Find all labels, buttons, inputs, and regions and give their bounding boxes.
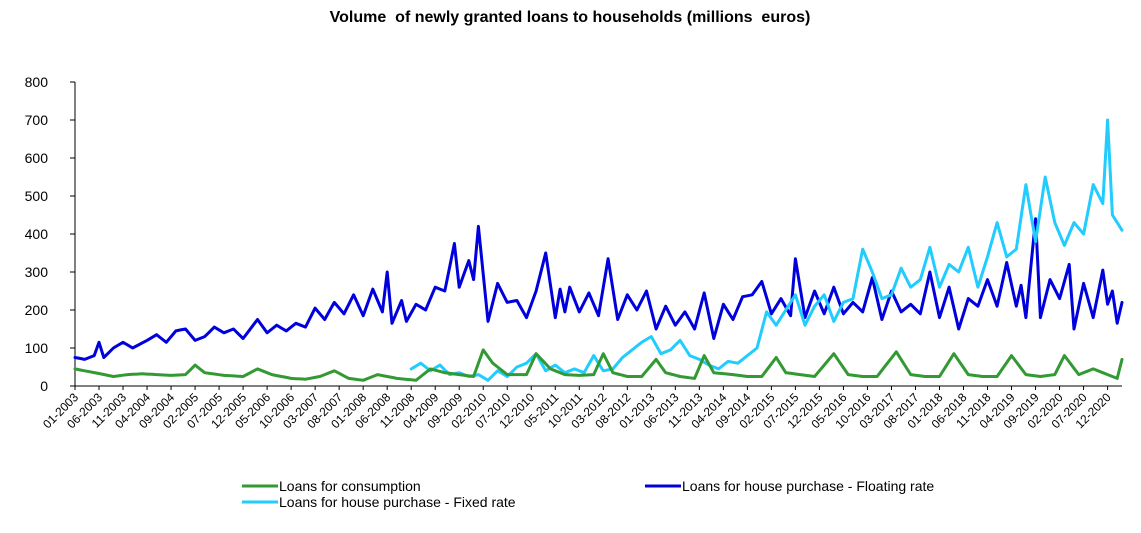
plot-area bbox=[73, 118, 1124, 382]
y-tick-label: 200 bbox=[25, 302, 49, 318]
y-tick-label: 500 bbox=[25, 188, 49, 204]
legend-item-consumption: Loans for consumption bbox=[242, 478, 421, 494]
fixed-rate-series-line bbox=[409, 118, 1124, 382]
y-tick-label: 400 bbox=[25, 226, 49, 242]
legend-label: Loans for consumption bbox=[279, 478, 421, 494]
legend-label: Loans for house purchase - Fixed rate bbox=[279, 494, 516, 510]
y-tick-label: 800 bbox=[25, 74, 49, 90]
legend-item-fixed-rate: Loans for house purchase - Fixed rate bbox=[242, 494, 516, 510]
legend: Loans for consumption Loans for house pur… bbox=[242, 478, 934, 510]
legend-label: Loans for house purchase - Floating rate bbox=[682, 478, 934, 494]
floating-rate-series-line bbox=[73, 217, 1124, 361]
legend-item-floating-rate: Loans for house purchase - Floating rate bbox=[645, 478, 934, 494]
x-axis: 01-200306-200311-200304-200409-200402-20… bbox=[40, 385, 1122, 431]
y-tick-label: 700 bbox=[25, 112, 49, 128]
y-tick-label: 600 bbox=[25, 150, 49, 166]
chart-title: Volume of newly granted loans to househo… bbox=[330, 9, 811, 26]
y-tick-label: 0 bbox=[40, 378, 48, 394]
consumption-series-line bbox=[73, 348, 1124, 382]
y-tick-label: 100 bbox=[25, 340, 49, 356]
y-axis: 0 100 200 300 400 500 600 700 800 bbox=[25, 74, 76, 394]
y-tick-label: 300 bbox=[25, 264, 49, 280]
